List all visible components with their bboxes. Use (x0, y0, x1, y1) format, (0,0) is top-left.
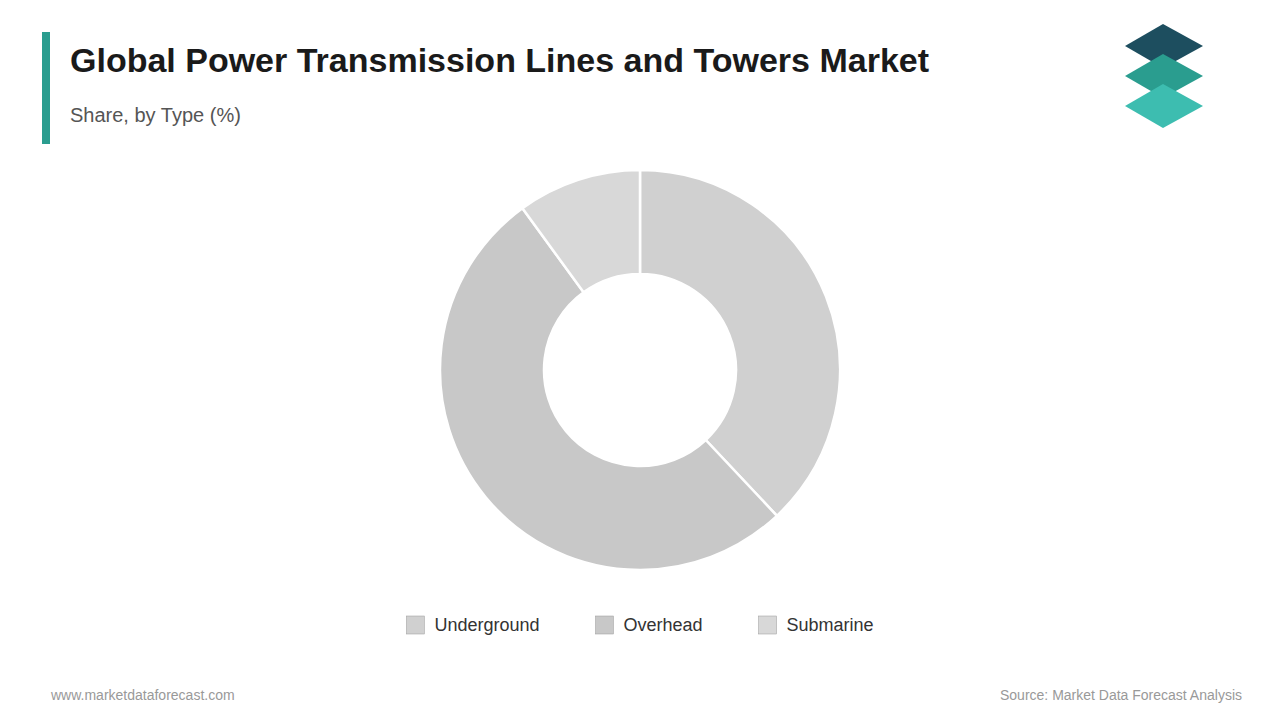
legend: Underground Overhead Submarine (406, 615, 873, 635)
legend-swatch (595, 616, 613, 634)
legend-label: Underground (434, 615, 539, 635)
legend-item: Submarine (759, 615, 874, 635)
legend-item: Underground (406, 615, 539, 635)
accent-bar (42, 32, 50, 144)
subtitle: Share, by Type (%) (70, 104, 241, 126)
legend-item: Overhead (595, 615, 702, 635)
title: Global Power Transmission Lines and Towe… (70, 41, 929, 79)
logo (1125, 24, 1203, 128)
background (0, 0, 1280, 720)
footer-left: www.marketdataforecast.com (50, 687, 235, 703)
logo-layer-2 (1125, 84, 1203, 128)
legend-swatch (759, 616, 777, 634)
legend-label: Overhead (623, 615, 702, 635)
legend-swatch (406, 616, 424, 634)
donut (440, 170, 840, 570)
footer-right: Source: Market Data Forecast Analysis (1000, 687, 1242, 703)
slice (522, 170, 640, 292)
chart-svg: Global Power Transmission Lines and Towe… (0, 0, 1280, 720)
legend-label: Submarine (787, 615, 874, 635)
